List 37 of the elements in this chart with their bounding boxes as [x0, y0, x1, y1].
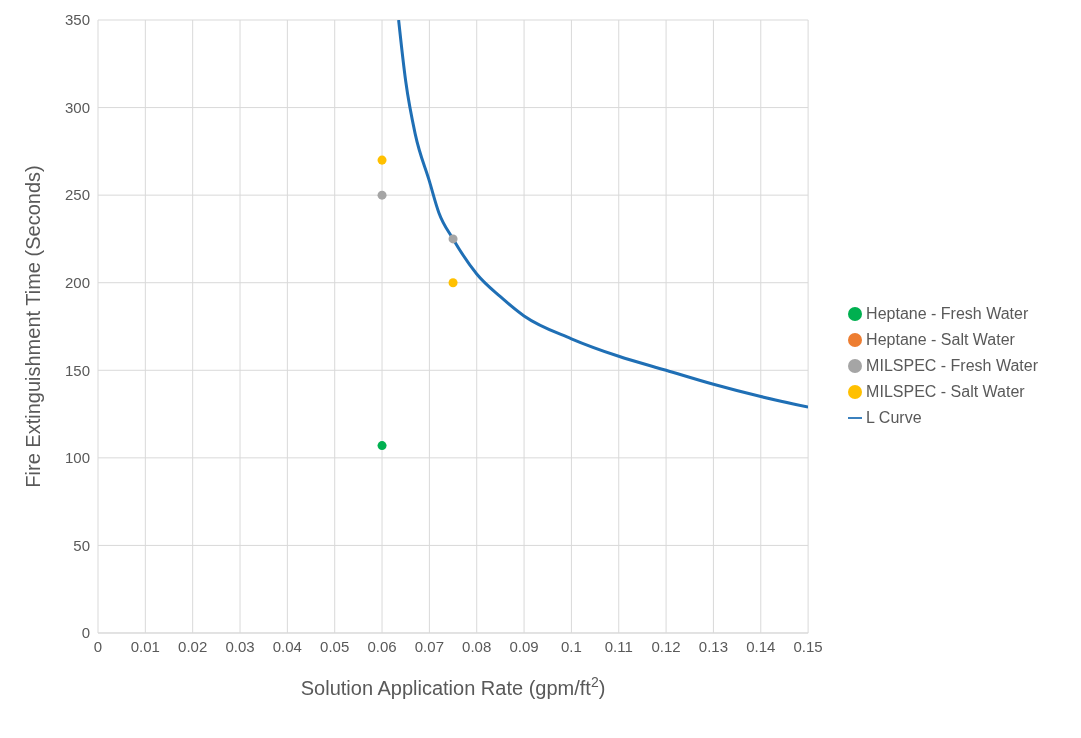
- y-tick-label: 350: [64, 11, 90, 29]
- point: [448, 278, 458, 288]
- legend-label: Heptane - Salt Water: [866, 330, 1015, 348]
- y-tick-label: 50: [73, 536, 90, 554]
- x-tick-label: 0: [93, 637, 103, 655]
- legend-label: MILSPEC - Salt Water: [866, 382, 1025, 400]
- y-tick-label: 100: [64, 449, 90, 467]
- x-tick-label: 0.01: [130, 637, 160, 655]
- x-tick-label: 0.13: [698, 637, 729, 655]
- y-axis-title: Fire Extinguishment Time (Seconds): [22, 165, 45, 488]
- y-tick-label: 150: [64, 361, 90, 379]
- line-series: [397, 20, 809, 409]
- x-tick-label: 0.11: [604, 637, 633, 655]
- y-tick-label: 0: [81, 624, 90, 642]
- legend-label: MILSPEC - Fresh Water: [866, 356, 1038, 374]
- y-tick-label: 200: [64, 274, 90, 292]
- x-tick-label: 0.03: [225, 637, 255, 655]
- legend-label: L Curve: [866, 408, 922, 426]
- x-tick-label: 0.12: [651, 637, 681, 655]
- x-tick-label: 0.06: [367, 637, 397, 655]
- y-tick-label: 300: [64, 98, 90, 116]
- x-tick-label: 0.14: [746, 637, 776, 655]
- point: [377, 190, 387, 200]
- x-tick-label: 0.07: [414, 637, 444, 655]
- x-tick-label: 0.04: [272, 637, 302, 655]
- y-tick-label: 250: [64, 186, 90, 204]
- x-tick-label: 0.05: [320, 637, 350, 655]
- x-axis-title: Solution Application Rate (gpm/ft$^{2}$): [300, 674, 606, 699]
- x-tick-label: 0.1: [560, 637, 582, 655]
- legend-label: Heptane - Fresh Water: [866, 304, 1029, 322]
- x-tick-label: 0.02: [178, 637, 208, 655]
- point: [377, 441, 387, 451]
- point: [448, 234, 458, 244]
- point: [377, 155, 387, 165]
- x-tick-label: 0.09: [509, 637, 539, 655]
- x-tick-label: 0.15: [793, 637, 823, 655]
- x-tick-label: 0.08: [462, 637, 492, 655]
